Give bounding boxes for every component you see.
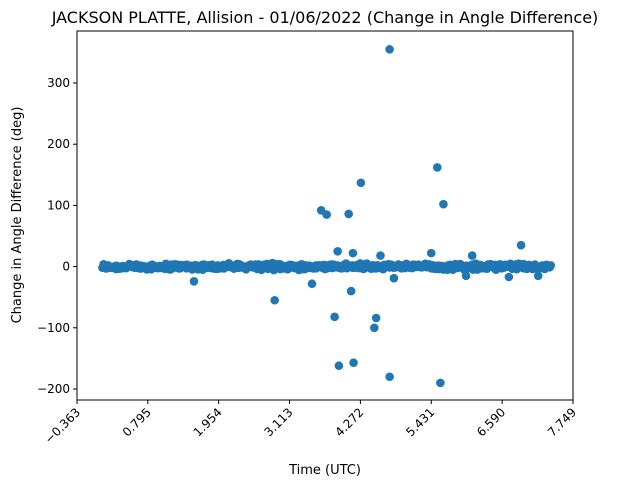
data-point [270,295,279,305]
data-point [348,248,358,258]
data-point [307,279,317,289]
x-tick-label: 7.749 [545,405,579,439]
data-point [333,246,342,256]
x-tick-label: 6.590 [474,405,508,439]
data-point [533,271,543,281]
data-point [349,358,358,367]
data-point [376,251,385,260]
data-point [436,378,445,388]
y-axis-label: Change in Angle Difference (deg) [10,107,25,324]
x-tick-label: 4.272 [332,405,366,439]
y-tick-label: −200 [37,382,70,396]
data-point [189,276,199,286]
data-point [322,210,331,219]
data-point [346,286,356,296]
y-axis-ticks: −200 −100 0 100 200 300 [37,76,77,396]
data-point [356,178,366,188]
chart-title: JACKSON PLATTE, Allision - 01/06/2022 (C… [51,8,599,27]
data-point [344,209,353,219]
data-point [516,240,526,250]
data-point [467,251,477,260]
data-point [370,323,379,333]
data-point [334,361,344,371]
y-tick-label: −100 [37,321,70,335]
x-tick-label: 0.795 [120,405,154,439]
data-point [426,248,436,258]
data-point [439,199,448,209]
x-tick-label: 5.431 [403,405,437,439]
x-tick-label: 3.113 [261,405,295,439]
data-point [546,261,556,270]
x-tick-label: −0.363 [42,405,83,446]
x-axis-label: Time (UTC) [288,463,361,478]
y-tick-label: 200 [47,137,70,151]
data-point [385,372,394,382]
y-tick-label: 300 [47,76,70,90]
x-tick-label: 1.954 [191,405,225,439]
data-point [504,272,514,282]
data-point [389,273,399,283]
data-point [461,271,471,281]
data-point [371,313,381,323]
data-points [98,45,556,388]
plot-area-frame [76,30,574,401]
data-point [330,312,339,322]
data-point [433,163,442,172]
y-tick-label: 100 [47,198,70,212]
x-axis-ticks: −0.363 0.795 1.954 3.113 4.272 5.431 6.590 7.74… [42,400,579,447]
y-tick-label: 0 [62,260,70,274]
data-point [385,45,394,54]
